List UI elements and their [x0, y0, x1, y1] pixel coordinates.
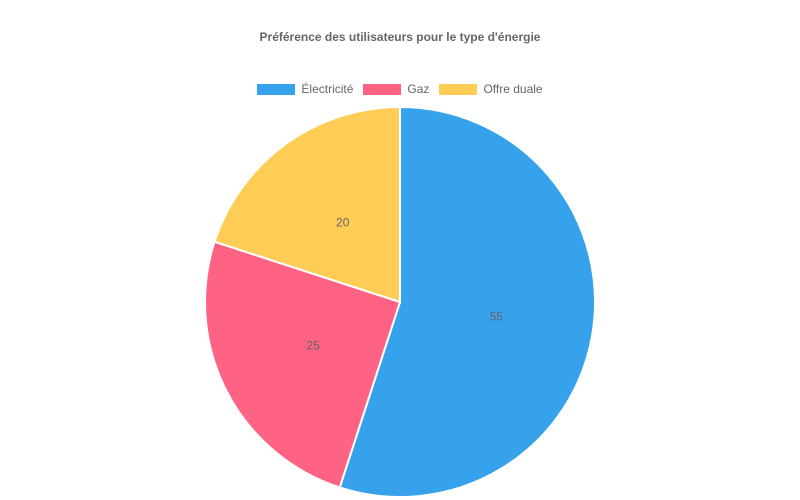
- pie-slice-offre-duale[interactable]: [213, 105, 401, 304]
- legend-swatch-gaz: [363, 83, 402, 95]
- pie-slice-electricite[interactable]: [338, 105, 596, 498]
- legend-item-gaz[interactable]: Gaz: [363, 82, 429, 96]
- legend-swatch-offre-duale: [439, 83, 478, 95]
- pie-slice-gaz[interactable]: [204, 240, 402, 489]
- legend-swatch-electricite: [257, 83, 296, 95]
- legend-label-gaz: Gaz: [407, 82, 430, 96]
- chart-title: Préférence des utilisateurs pour le type…: [259, 30, 541, 44]
- slice-value-label-electricite: 55: [490, 309, 504, 323]
- legend-item-electricite[interactable]: Électricité: [257, 82, 353, 96]
- slice-value-label-gaz: 25: [306, 338, 320, 352]
- chart-legend: Électricité Gaz Offre duale: [0, 82, 800, 96]
- legend-label-offre-duale: Offre duale: [483, 82, 543, 96]
- legend-label-electricite: Électricité: [301, 82, 354, 96]
- slice-value-label-offre-duale: 20: [336, 215, 350, 229]
- legend-item-offre-duale[interactable]: Offre duale: [439, 82, 543, 96]
